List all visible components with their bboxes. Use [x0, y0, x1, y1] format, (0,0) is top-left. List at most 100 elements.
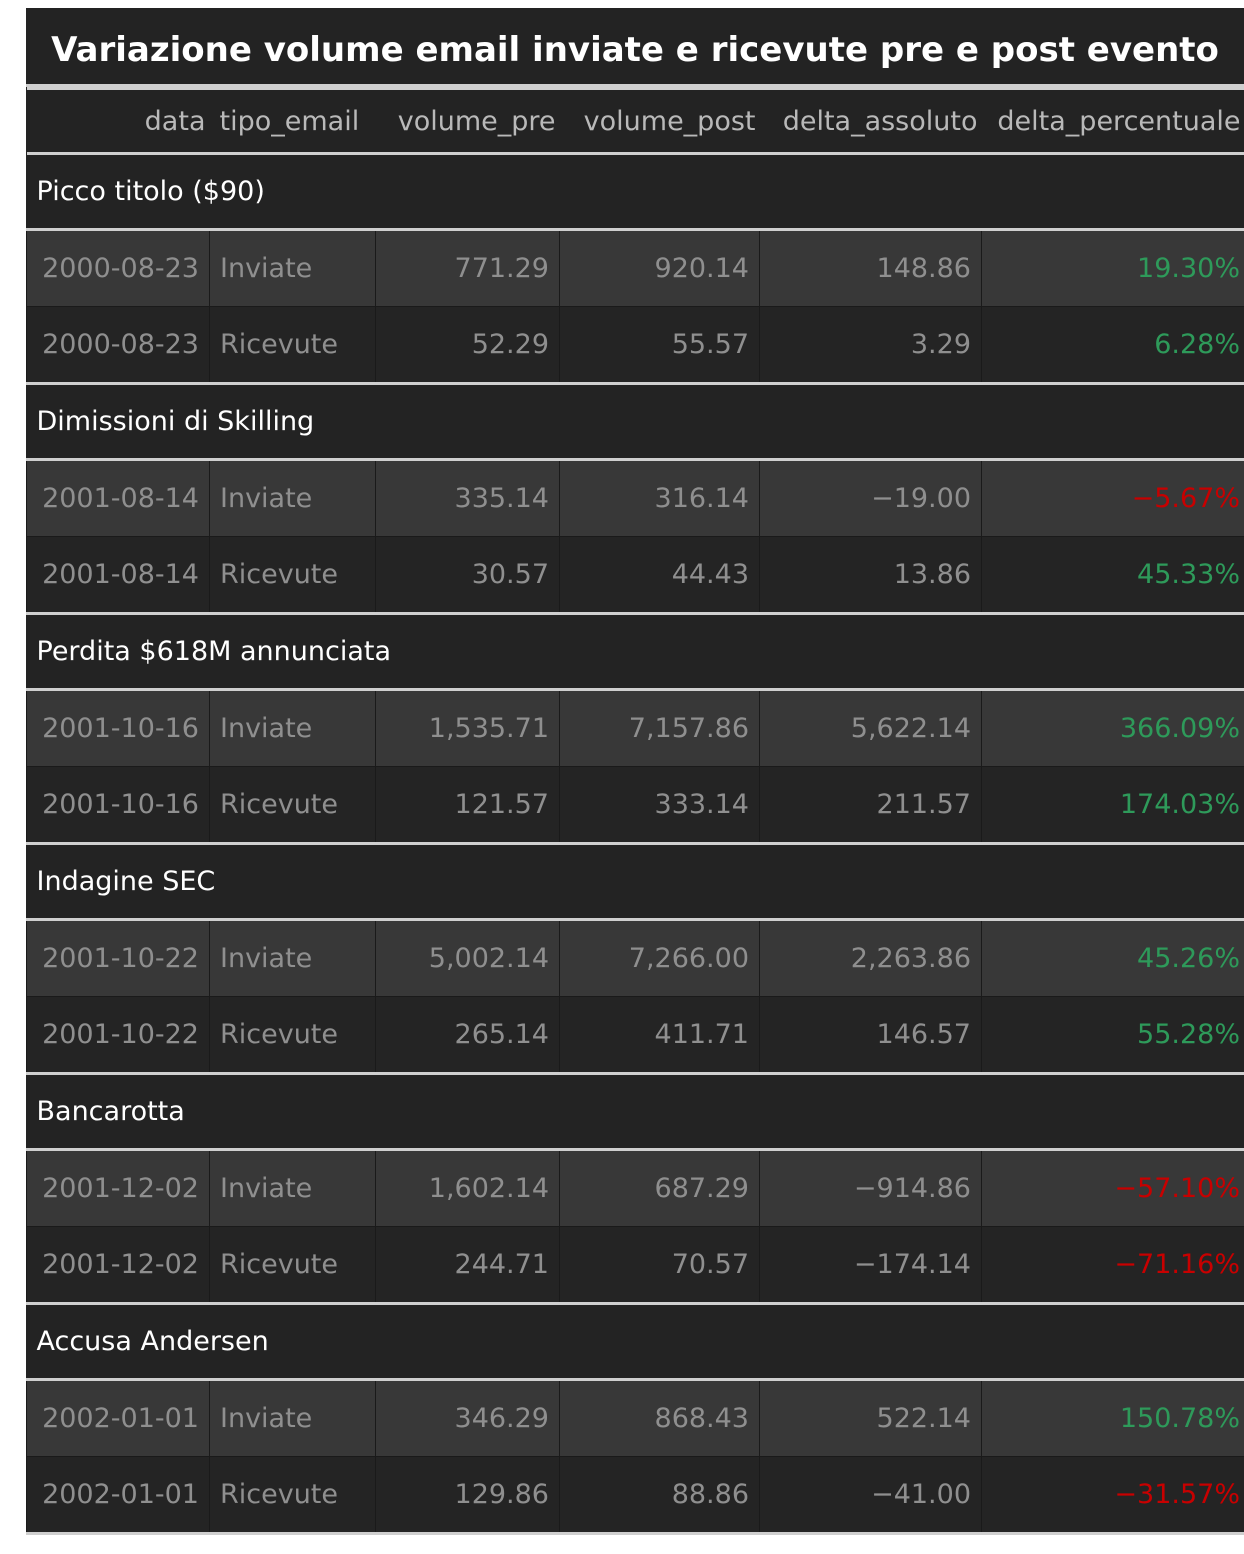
- cell-data: 2001-08-14: [26, 536, 210, 614]
- cell-volume-post: 868.43: [559, 1379, 760, 1457]
- cell-volume-pre: 121.57: [375, 766, 560, 844]
- column-header-delta-assoluto: delta_assoluto: [759, 87, 982, 155]
- table-row: 2001-10-22 Inviate 5,002.14 7,266.00 2,263.8…: [26, 919, 1244, 997]
- cell-tipo-email: Inviate: [209, 1149, 376, 1227]
- cell-delta-percentuale: −5.67%: [981, 459, 1244, 537]
- cell-volume-post: 7,266.00: [559, 919, 760, 997]
- cell-delta-percentuale: −31.57%: [981, 1456, 1244, 1535]
- cell-data: 2001-10-22: [26, 919, 210, 997]
- cell-data: 2000-08-23: [26, 306, 210, 384]
- table-row: 2001-10-22 Ricevute 265.14 411.71 146.57 55.2…: [26, 996, 1244, 1074]
- cell-delta-percentuale: 45.33%: [981, 536, 1244, 614]
- table-row: 2001-08-14 Inviate 335.14 316.14 −19.00 −5.67…: [26, 459, 1244, 537]
- cell-tipo-email: Ricevute: [209, 1456, 376, 1535]
- cell-data: 2000-08-23: [26, 229, 210, 307]
- header-row: data tipo_email volume_pre volume_post d…: [26, 87, 1244, 155]
- cell-volume-post: 411.71: [559, 996, 760, 1074]
- cell-volume-pre: 244.71: [375, 1226, 560, 1304]
- cell-volume-pre: 335.14: [375, 459, 560, 537]
- group-label: Indagine SEC: [26, 842, 1244, 921]
- cell-volume-pre: 30.57: [375, 536, 560, 614]
- cell-volume-post: 687.29: [559, 1149, 760, 1227]
- cell-volume-post: 920.14: [559, 229, 760, 307]
- cell-delta-percentuale: 366.09%: [981, 689, 1244, 767]
- cell-delta-assoluto: 3.29: [759, 306, 982, 384]
- cell-delta-assoluto: 5,622.14: [759, 689, 982, 767]
- table-row: 2002-01-01 Inviate 346.29 868.43 522.14 150.7…: [26, 1379, 1244, 1457]
- cell-delta-assoluto: 13.86: [759, 536, 982, 614]
- cell-delta-assoluto: −174.14: [759, 1226, 982, 1304]
- cell-volume-pre: 346.29: [375, 1379, 560, 1457]
- cell-delta-assoluto: 522.14: [759, 1379, 982, 1457]
- group-label: Accusa Andersen: [26, 1302, 1244, 1381]
- cell-delta-assoluto: 146.57: [759, 996, 982, 1074]
- cell-volume-pre: 265.14: [375, 996, 560, 1074]
- group-row: Perdita $618M annunciata: [26, 612, 1244, 691]
- cell-tipo-email: Inviate: [209, 229, 376, 307]
- column-header-delta-percentuale: delta_percentuale: [981, 87, 1244, 155]
- column-header-volume-pre: volume_pre: [375, 87, 560, 155]
- cell-volume-post: 70.57: [559, 1226, 760, 1304]
- cell-data: 2001-10-22: [26, 996, 210, 1074]
- cell-delta-assoluto: −19.00: [759, 459, 982, 537]
- cell-tipo-email: Ricevute: [209, 306, 376, 384]
- cell-delta-percentuale: 6.28%: [981, 306, 1244, 384]
- cell-delta-percentuale: 55.28%: [981, 996, 1244, 1074]
- cell-delta-percentuale: −71.16%: [981, 1226, 1244, 1304]
- cell-delta-assoluto: 2,263.86: [759, 919, 982, 997]
- cell-data: 2001-08-14: [26, 459, 210, 537]
- group-row: Bancarotta: [26, 1072, 1244, 1151]
- table-row: 2001-12-02 Inviate 1,602.14 687.29 −914.86 −5…: [26, 1149, 1244, 1227]
- table-row: 2000-08-23 Inviate 771.29 920.14 148.86 19.30…: [26, 229, 1244, 307]
- data-table-container: Variazione volume email inviate e ricevu…: [26, 8, 1244, 1535]
- cell-volume-post: 7,157.86: [559, 689, 760, 767]
- cell-delta-percentuale: 150.78%: [981, 1379, 1244, 1457]
- cell-volume-pre: 5,002.14: [375, 919, 560, 997]
- group-row: Accusa Andersen: [26, 1302, 1244, 1381]
- cell-volume-pre: 771.29: [375, 229, 560, 307]
- group-row: Dimissioni di Skilling: [26, 382, 1244, 461]
- cell-tipo-email: Inviate: [209, 1379, 376, 1457]
- cell-tipo-email: Ricevute: [209, 996, 376, 1074]
- cell-volume-pre: 1,602.14: [375, 1149, 560, 1227]
- cell-delta-percentuale: 19.30%: [981, 229, 1244, 307]
- column-header-data: data: [26, 87, 210, 155]
- cell-tipo-email: Inviate: [209, 919, 376, 997]
- cell-volume-post: 333.14: [559, 766, 760, 844]
- cell-delta-percentuale: 45.26%: [981, 919, 1244, 997]
- cell-tipo-email: Ricevute: [209, 1226, 376, 1304]
- cell-delta-assoluto: 211.57: [759, 766, 982, 844]
- cell-volume-pre: 129.86: [375, 1456, 560, 1535]
- cell-delta-assoluto: 148.86: [759, 229, 982, 307]
- table-body: Picco titolo ($90) 2000-08-23 Inviate 771.2…: [26, 152, 1244, 1535]
- cell-volume-pre: 1,535.71: [375, 689, 560, 767]
- group-label: Dimissioni di Skilling: [26, 382, 1244, 461]
- cell-data: 2001-10-16: [26, 689, 210, 767]
- cell-delta-assoluto: −41.00: [759, 1456, 982, 1535]
- cell-tipo-email: Ricevute: [209, 766, 376, 844]
- cell-delta-assoluto: −914.86: [759, 1149, 982, 1227]
- cell-volume-post: 55.57: [559, 306, 760, 384]
- group-label: Picco titolo ($90): [26, 152, 1244, 231]
- cell-delta-percentuale: −57.10%: [981, 1149, 1244, 1227]
- group-label: Bancarotta: [26, 1072, 1244, 1151]
- group-row: Indagine SEC: [26, 842, 1244, 921]
- cell-tipo-email: Ricevute: [209, 536, 376, 614]
- column-header-tipo-email: tipo_email: [209, 87, 376, 155]
- table-row: 2002-01-01 Ricevute 129.86 88.86 −41.00 −31.5…: [26, 1456, 1244, 1535]
- column-header-volume-post: volume_post: [559, 87, 760, 155]
- cell-volume-post: 88.86: [559, 1456, 760, 1535]
- cell-data: 2001-10-16: [26, 766, 210, 844]
- cell-data: 2002-01-01: [26, 1379, 210, 1457]
- table-row: 2001-10-16 Inviate 1,535.71 7,157.86 5,622.1…: [26, 689, 1244, 767]
- table-row: 2001-12-02 Ricevute 244.71 70.57 −174.14 −71.…: [26, 1226, 1244, 1304]
- cell-data: 2001-12-02: [26, 1226, 210, 1304]
- cell-volume-pre: 52.29: [375, 306, 560, 384]
- cell-volume-post: 316.14: [559, 459, 760, 537]
- table-title: Variazione volume email inviate e ricevu…: [26, 8, 1244, 87]
- group-row: Picco titolo ($90): [26, 152, 1244, 231]
- cell-tipo-email: Inviate: [209, 459, 376, 537]
- table-row: 2001-08-14 Ricevute 30.57 44.43 13.86 45.33%: [26, 536, 1244, 614]
- cell-data: 2001-12-02: [26, 1149, 210, 1227]
- table-row: 2000-08-23 Ricevute 52.29 55.57 3.29 6.28%: [26, 306, 1244, 384]
